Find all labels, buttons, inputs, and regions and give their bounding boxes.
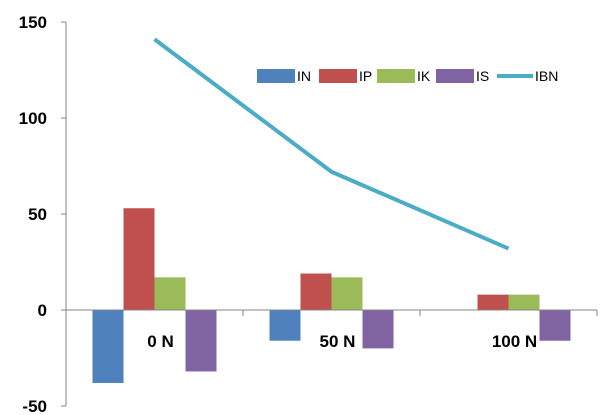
y-tick-label-3: 100 (19, 109, 47, 128)
bar-is-2 (539, 310, 571, 341)
legend-label-ibn: IBN (535, 68, 558, 84)
bar-in-1 (269, 310, 301, 341)
label-layer: -50 0 50 100 150 0 N 50 N 100 N (19, 13, 538, 415)
legend-swatch-ip (319, 69, 357, 83)
legend-swatch-in (257, 69, 295, 83)
axis-layer (61, 21, 598, 407)
legend-label-is: IS (476, 68, 489, 84)
legend-label-ik: IK (417, 68, 431, 84)
bar-in-0 (92, 310, 124, 383)
bar-ip-1 (300, 273, 332, 310)
category-label-1: 50 N (320, 332, 356, 351)
category-label-0: 0 N (147, 332, 173, 351)
y-tick-label-0: -50 (22, 397, 47, 415)
y-tick-label-1: 0 (38, 301, 47, 320)
bar-ik-0 (154, 277, 186, 310)
bar-is-0 (185, 310, 217, 372)
legend: IN IP IK IS IBN (257, 68, 558, 84)
legend-swatch-is (436, 69, 474, 83)
line-ibn (153, 37, 510, 251)
bars-layer (92, 208, 571, 383)
y-tick-label-4: 150 (19, 13, 47, 32)
bar-ip-0 (123, 208, 155, 310)
bar-ik-2 (508, 294, 540, 310)
y-tick-label-2: 50 (28, 205, 47, 224)
bar-is-1 (362, 310, 394, 349)
line-layer (153, 37, 510, 251)
bar-ip-2 (477, 294, 509, 310)
legend-label-in: IN (297, 68, 311, 84)
bar-ik-1 (331, 277, 363, 310)
legend-swatch-ik (377, 69, 415, 83)
category-label-2: 100 N (492, 332, 537, 351)
legend-label-ip: IP (359, 68, 372, 84)
